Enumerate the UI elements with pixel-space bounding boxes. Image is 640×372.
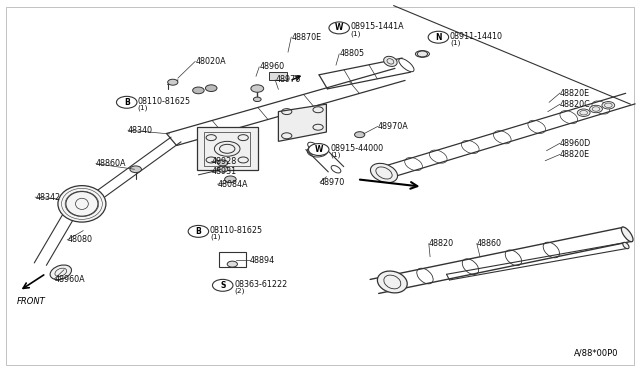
Text: FRONT: FRONT <box>17 297 45 306</box>
Text: 48970: 48970 <box>320 178 345 187</box>
Ellipse shape <box>58 186 106 222</box>
Circle shape <box>116 96 137 108</box>
Ellipse shape <box>623 242 629 249</box>
Text: 48976: 48976 <box>275 76 300 84</box>
Text: N: N <box>435 33 442 42</box>
Text: (2): (2) <box>234 288 244 294</box>
Circle shape <box>589 105 602 113</box>
Polygon shape <box>197 127 257 170</box>
Text: S: S <box>220 281 225 290</box>
Circle shape <box>428 31 449 43</box>
Text: W: W <box>314 145 323 154</box>
Circle shape <box>130 166 141 173</box>
Text: 48960A: 48960A <box>54 275 85 283</box>
Text: B: B <box>196 227 201 236</box>
Text: 08915-44000: 08915-44000 <box>330 144 383 153</box>
Text: 48820C: 48820C <box>560 100 591 109</box>
Ellipse shape <box>621 227 633 242</box>
Circle shape <box>218 166 228 172</box>
Text: 08110-81625: 08110-81625 <box>138 97 191 106</box>
Text: B: B <box>124 98 129 107</box>
Ellipse shape <box>378 271 407 293</box>
Text: (1): (1) <box>450 39 460 46</box>
Text: 48931: 48931 <box>211 167 236 176</box>
Text: 48894: 48894 <box>250 256 275 265</box>
Text: 48820E: 48820E <box>560 89 590 97</box>
Text: 48928: 48928 <box>211 157 236 166</box>
Text: 48960: 48960 <box>259 62 284 71</box>
Text: 48080: 48080 <box>67 235 92 244</box>
Circle shape <box>602 102 615 109</box>
Text: (1): (1) <box>138 105 148 111</box>
Text: 48860A: 48860A <box>96 159 127 168</box>
Text: 48020A: 48020A <box>195 57 226 66</box>
Bar <box>269 72 287 80</box>
Text: 08915-1441A: 08915-1441A <box>351 22 404 31</box>
Text: 48860: 48860 <box>477 239 502 248</box>
Text: 48805: 48805 <box>339 49 364 58</box>
Circle shape <box>227 261 237 267</box>
Ellipse shape <box>415 51 429 57</box>
Circle shape <box>253 97 261 102</box>
Text: 48084A: 48084A <box>218 180 248 189</box>
Ellipse shape <box>50 265 72 280</box>
Text: 08110-81625: 08110-81625 <box>210 226 263 235</box>
Circle shape <box>218 160 228 166</box>
Text: 48960D: 48960D <box>560 139 591 148</box>
Text: 48820E: 48820E <box>560 150 590 159</box>
Circle shape <box>205 85 217 92</box>
Polygon shape <box>278 104 326 141</box>
Text: 48340: 48340 <box>128 126 153 135</box>
Text: (1): (1) <box>210 234 220 240</box>
Circle shape <box>329 22 349 34</box>
Text: 48342: 48342 <box>35 193 60 202</box>
Circle shape <box>251 85 264 92</box>
Text: 48870E: 48870E <box>291 33 321 42</box>
Circle shape <box>168 79 178 85</box>
Circle shape <box>577 109 590 116</box>
Circle shape <box>225 176 236 183</box>
Circle shape <box>308 144 329 155</box>
Text: 08911-14410: 08911-14410 <box>450 32 503 41</box>
Text: W: W <box>335 23 344 32</box>
Circle shape <box>355 132 365 138</box>
Text: A/88*00P0: A/88*00P0 <box>573 349 618 358</box>
Text: 08363-61222: 08363-61222 <box>234 280 287 289</box>
Text: (1): (1) <box>351 30 361 37</box>
Text: 48970A: 48970A <box>378 122 408 131</box>
Text: (1): (1) <box>330 152 340 158</box>
Circle shape <box>188 225 209 237</box>
Circle shape <box>193 87 204 94</box>
Circle shape <box>212 279 233 291</box>
Ellipse shape <box>371 163 397 183</box>
Ellipse shape <box>383 56 397 67</box>
Text: 48820: 48820 <box>429 239 454 248</box>
